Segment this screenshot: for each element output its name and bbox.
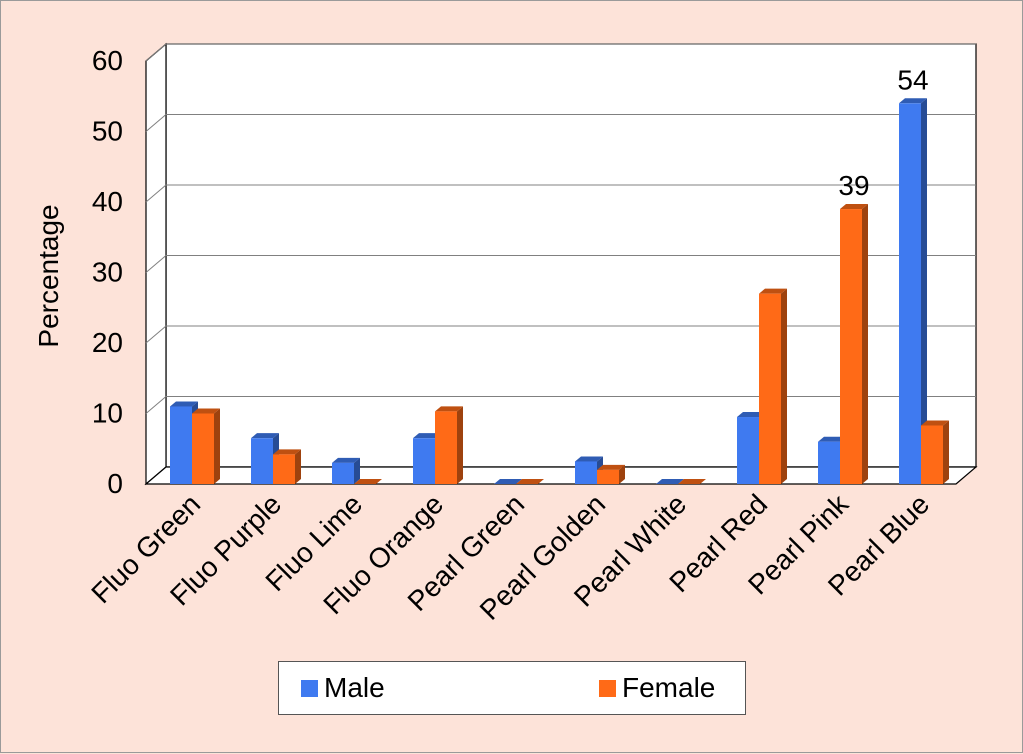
bar-female-pearl-pink [840,204,868,485]
bar-female-pearl-blue [921,420,949,484]
gridline-side [145,184,167,203]
gridline-side [145,43,167,62]
data-label-pearl-pink: 39 [838,170,869,201]
data-label-pearl-blue: 54 [897,64,928,95]
bar-top [192,408,220,414]
y-tick-label: 20 [92,327,123,358]
data-labels: 39 54 [838,64,928,201]
bar-side [943,420,949,484]
bar-male-pearl-blue [899,98,927,485]
bar-male-pearl-white [656,479,684,484]
bar-female-pearl-green [516,479,544,484]
bar-female-pearl-red [759,288,787,484]
bar-side [862,204,868,485]
bar-top [170,401,198,407]
bar-front [575,461,597,484]
bar-front [332,462,354,484]
bar-top [818,436,846,442]
bar-top [921,420,949,426]
bar-front [413,438,435,484]
bar-male-pearl-green [494,479,522,484]
bar-top [840,204,868,210]
bar-side [921,98,927,485]
bar-female-fluo-purple [273,449,301,484]
bar-female-fluo-green [192,408,220,484]
bar-top [273,449,301,455]
bar-side [781,288,787,484]
gridline-side [145,325,167,344]
y-axis-tick-labels: 0 10 20 30 40 50 60 [92,45,123,499]
bar-top [759,288,787,294]
y-axis-label: Percentage [33,204,64,347]
bar-male-fluo-lime [332,457,360,484]
bar-front [899,103,921,485]
bar-top [494,479,522,484]
bar-side [354,457,360,484]
bar-front [251,438,273,484]
legend-label-male: Male [324,672,385,703]
y-tick-label: 0 [107,468,123,499]
bar-front [597,469,619,484]
bar-front [170,406,192,484]
bar-top [332,457,360,463]
bar-top [656,479,684,484]
bar-side [214,408,220,484]
bar-top [597,464,625,470]
bar-front [759,293,781,484]
bar-female-fluo-lime [354,479,382,484]
bar-female-fluo-orange [435,406,463,484]
legend-item-male: Male [301,662,385,714]
bar-top [737,412,765,418]
bars [170,98,949,485]
bar-top [435,406,463,412]
bar-front [737,417,759,484]
bar-top [899,98,927,104]
legend-swatch-male [301,679,318,697]
y-tick-label: 40 [92,186,123,217]
bar-top [251,433,279,439]
bar-top [575,456,603,462]
gridline-side [145,255,167,273]
bar-top [413,433,441,439]
bar-female-pearl-golden [597,464,625,484]
bar-side [457,406,463,484]
bar-front [435,411,457,484]
y-tick-label: 30 [92,257,123,288]
legend-swatch-female [599,679,616,697]
bar-front [921,425,943,484]
gridline-side [145,396,167,414]
bar-side [619,464,625,484]
bar-front [192,413,214,484]
bar-top [516,479,544,484]
bar-side [295,449,301,484]
bar-front [818,441,840,484]
bar-top [678,479,706,484]
legend-item-female: Female [599,662,715,714]
bar-top [354,479,382,484]
legend-label-female: Female [622,672,716,703]
y-tick-label: 50 [92,116,123,147]
y-tick-label: 10 [92,398,123,429]
gridline-side [145,114,167,132]
bar-front [840,209,862,485]
y-tick-label: 60 [92,45,123,76]
bar-front [273,454,295,484]
legend: Male Female [278,661,746,715]
bar-female-pearl-white [678,479,706,484]
